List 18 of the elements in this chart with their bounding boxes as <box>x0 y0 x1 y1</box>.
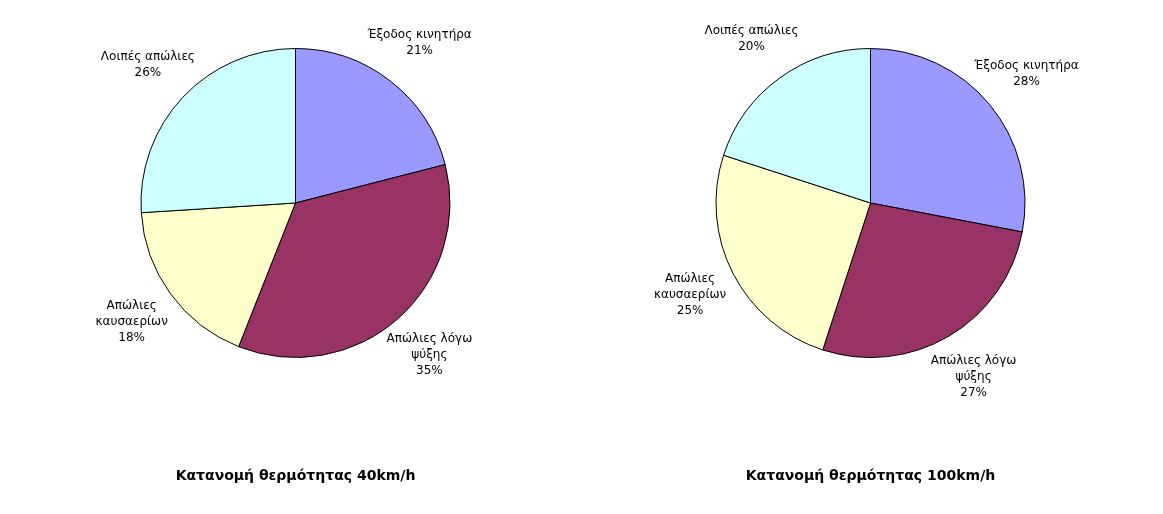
text: Κατανομή θερμότητας 40km/h <box>175 466 416 483</box>
data-label: 27% <box>960 385 987 400</box>
slice-label: Έξοδος κινητήρα <box>973 58 1079 73</box>
data-label: 18% <box>118 330 146 345</box>
data-label: 28% <box>1013 74 1040 89</box>
data-label: 20% <box>738 39 765 54</box>
slice-label: Λοιπές απώλιες <box>100 48 195 63</box>
data-label: 35% <box>416 363 443 378</box>
data-label: 25% <box>676 303 704 318</box>
text: Κατανομή θερμότητας 100km/h <box>745 466 996 483</box>
slice-label: Απώλιες λόγω ψύξης <box>930 353 1017 384</box>
data-label: 21% <box>406 43 433 58</box>
slice-label: Απώλιες λόγω ψύξης <box>386 331 473 362</box>
slice-label: Απώλιες καυσαερίων <box>95 298 169 329</box>
slice-label: Απώλιες καυσαερίων <box>653 271 727 302</box>
slice-label: Λοιπές απώλιες <box>704 23 799 38</box>
data-label: 26% <box>134 64 162 79</box>
slice-label: Έξοδος κινητήρα <box>366 27 472 42</box>
